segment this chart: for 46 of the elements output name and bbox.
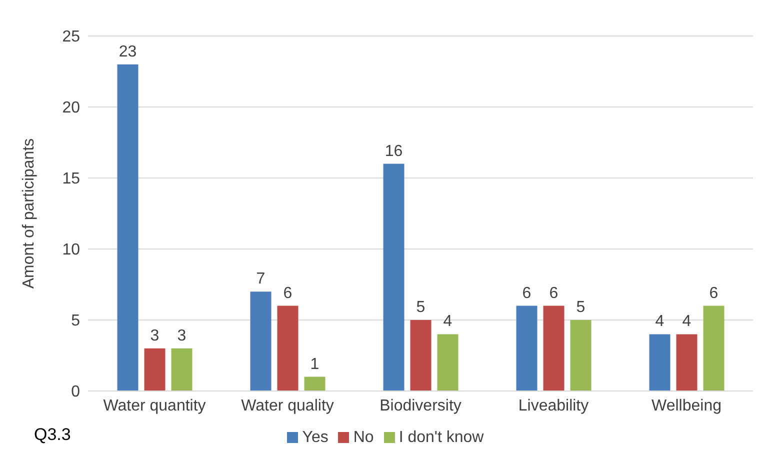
data-label: 5 bbox=[576, 299, 586, 316]
data-label: 4 bbox=[655, 313, 664, 330]
y-axis-title: Amont of participants bbox=[20, 138, 38, 289]
data-label: 6 bbox=[283, 284, 292, 302]
y-tick-label: 15 bbox=[62, 170, 80, 188]
data-label: 23 bbox=[118, 43, 137, 60]
bar bbox=[649, 334, 670, 391]
bar bbox=[144, 348, 166, 391]
bar bbox=[437, 334, 458, 391]
legend-label: I don't know bbox=[398, 429, 484, 446]
data-label: 3 bbox=[177, 327, 186, 344]
bar bbox=[570, 320, 592, 391]
y-tick-label: 10 bbox=[62, 242, 80, 259]
bar bbox=[304, 376, 326, 391]
data-label: 1 bbox=[310, 356, 320, 373]
bar bbox=[410, 320, 432, 391]
data-label: 6 bbox=[522, 284, 532, 302]
legend-label: No bbox=[353, 429, 374, 446]
x-tick-label: Biodiversity bbox=[380, 397, 462, 414]
data-label: 4 bbox=[443, 313, 452, 330]
bar bbox=[250, 292, 272, 391]
bar bbox=[171, 348, 192, 391]
bar bbox=[277, 306, 298, 391]
x-tick-label: Water quality bbox=[241, 397, 334, 414]
y-tick-label: 25 bbox=[62, 28, 80, 46]
bar bbox=[676, 334, 698, 391]
y-tick-label: 20 bbox=[62, 100, 80, 117]
x-tick-label: Water quantity bbox=[103, 397, 206, 414]
data-label: 7 bbox=[256, 270, 266, 288]
y-tick-label: 5 bbox=[71, 312, 80, 330]
bar bbox=[117, 64, 138, 391]
x-tick-label: Wellbeing bbox=[652, 397, 722, 414]
text: Q3.3 bbox=[34, 425, 71, 445]
data-label: 6 bbox=[709, 284, 718, 302]
data-label: 3 bbox=[150, 327, 160, 344]
data-label: 16 bbox=[384, 142, 403, 160]
bar bbox=[703, 306, 724, 391]
bar bbox=[383, 164, 404, 391]
bar bbox=[543, 306, 564, 391]
data-label: 6 bbox=[549, 284, 558, 302]
legend-label: Yes bbox=[302, 429, 328, 446]
bar bbox=[516, 306, 538, 391]
y-tick-label: 0 bbox=[71, 384, 80, 401]
x-tick-label: Liveability bbox=[518, 397, 589, 414]
data-label: 5 bbox=[416, 299, 426, 316]
data-label: 4 bbox=[682, 313, 692, 330]
